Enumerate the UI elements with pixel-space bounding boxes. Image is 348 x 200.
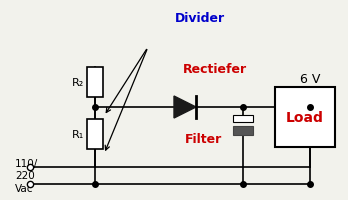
Text: 6 V: 6 V (300, 73, 320, 86)
Text: Rectiefer: Rectiefer (183, 63, 247, 76)
Text: R₂: R₂ (72, 78, 84, 88)
Polygon shape (174, 97, 196, 118)
Text: Load: Load (286, 110, 324, 124)
Bar (233, 126, 253, 135)
Text: R₁: R₁ (72, 129, 84, 139)
Bar (87, 119, 103, 149)
Bar (87, 68, 103, 98)
Text: Divider: Divider (175, 11, 225, 24)
Bar (275, 88, 335, 147)
Text: 110/
220
Vac: 110/ 220 Vac (15, 158, 38, 193)
Text: Filter: Filter (185, 133, 223, 146)
Bar (233, 115, 253, 122)
